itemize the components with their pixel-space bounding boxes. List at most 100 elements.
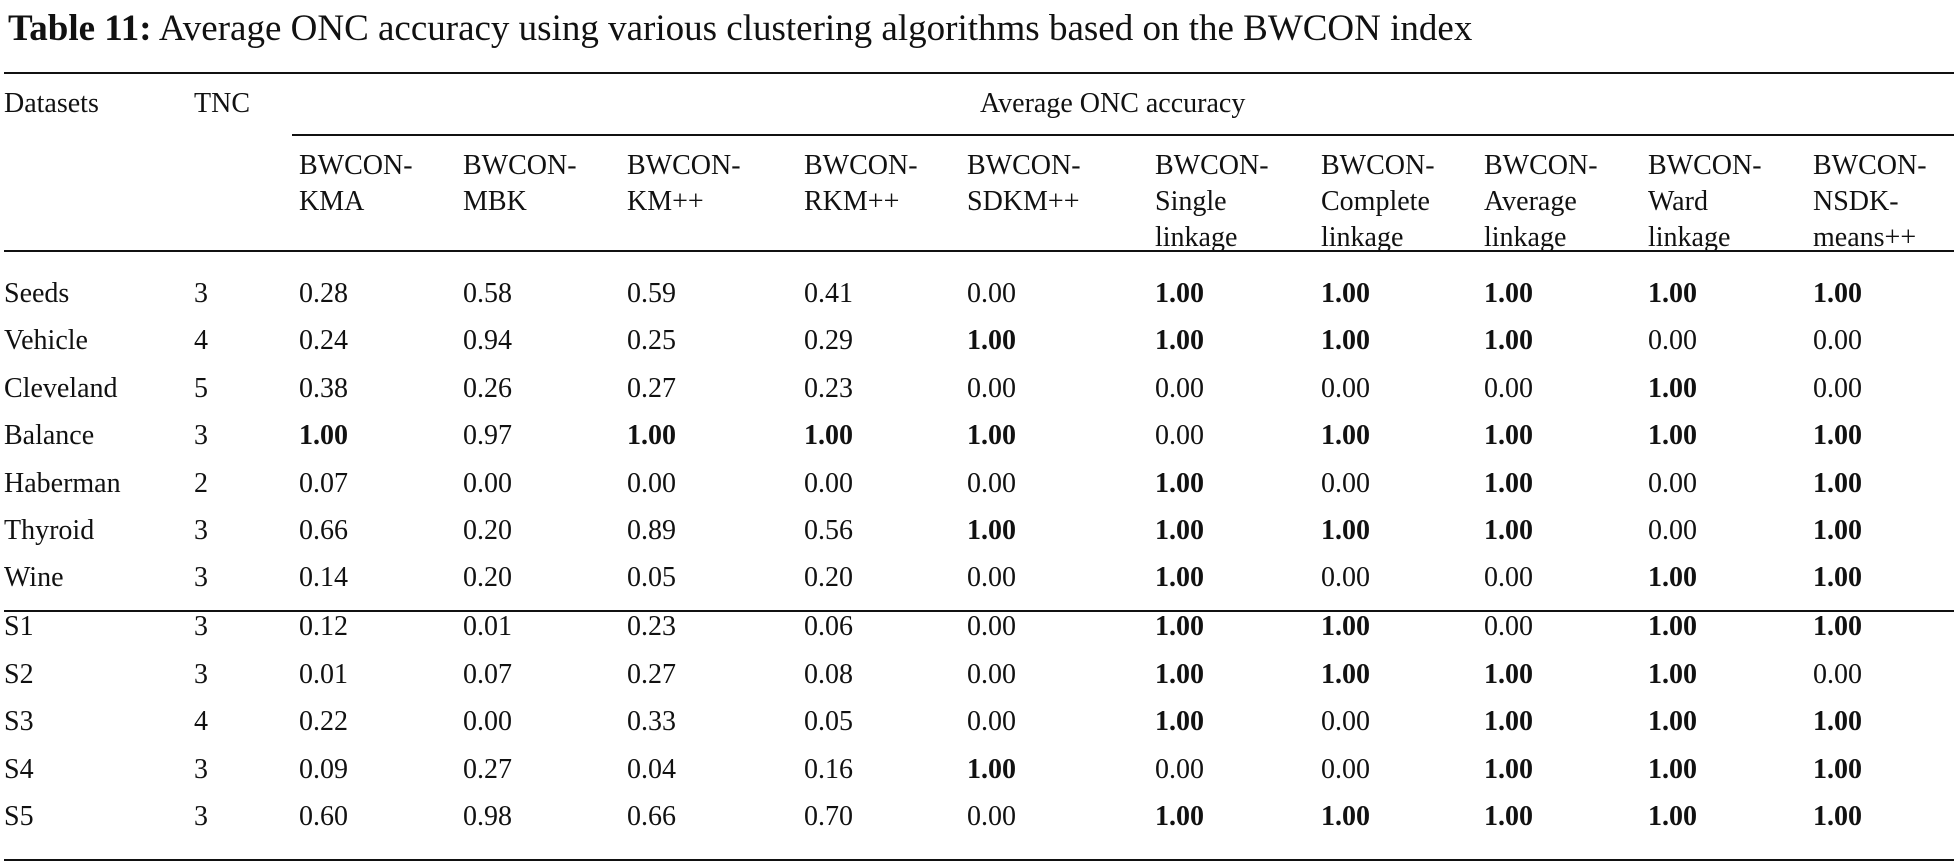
dataset-name: Vehicle	[4, 325, 88, 356]
accuracy-value: 0.00	[1321, 706, 1370, 737]
dataset-name: S4	[4, 754, 34, 785]
accuracy-value: 0.05	[804, 706, 853, 737]
accuracy-value: 0.27	[463, 754, 512, 785]
accuracy-value: 0.00	[804, 468, 853, 499]
accuracy-value: 0.60	[299, 801, 348, 832]
column-header: BWCON- KM++	[627, 150, 741, 217]
dataset-name: Cleveland	[4, 373, 118, 404]
accuracy-value: 1.00	[1484, 706, 1533, 737]
accuracy-value: 0.00	[463, 706, 512, 737]
group-underline	[292, 134, 1954, 136]
accuracy-value: 1.00	[1648, 373, 1697, 404]
accuracy-value: 1.00	[1484, 325, 1533, 356]
accuracy-value: 0.04	[627, 754, 676, 785]
dataset-name: Balance	[4, 420, 95, 451]
tnc-value: 3	[194, 515, 208, 546]
accuracy-value: 0.00	[967, 278, 1016, 309]
column-header: BWCON- Ward linkage	[1648, 150, 1762, 253]
header-rule	[4, 250, 1954, 252]
accuracy-value: 0.00	[1648, 468, 1697, 499]
accuracy-value: 1.00	[1484, 801, 1533, 832]
accuracy-value: 0.56	[804, 515, 853, 546]
accuracy-value: 1.00	[967, 325, 1016, 356]
accuracy-value: 1.00	[1648, 562, 1697, 593]
accuracy-value: 1.00	[1648, 611, 1697, 642]
accuracy-value: 0.00	[1321, 373, 1370, 404]
header-tnc: TNC	[194, 88, 250, 119]
dataset-name: S3	[4, 706, 34, 737]
tnc-value: 3	[194, 420, 208, 451]
tnc-value: 3	[194, 611, 208, 642]
tnc-value: 3	[194, 278, 208, 309]
accuracy-value: 1.00	[1484, 754, 1533, 785]
header-group: Average ONC accuracy	[980, 88, 1246, 119]
column-header: BWCON- Average linkage	[1484, 150, 1598, 253]
accuracy-value: 0.00	[463, 468, 512, 499]
accuracy-value: 1.00	[1321, 278, 1370, 309]
column-header: BWCON- MBK	[463, 150, 577, 217]
accuracy-value: 0.12	[299, 611, 348, 642]
accuracy-value: 0.23	[804, 373, 853, 404]
column-header: BWCON- RKM++	[804, 150, 918, 217]
tnc-value: 2	[194, 468, 208, 499]
accuracy-value: 0.26	[463, 373, 512, 404]
accuracy-value: 1.00	[1648, 706, 1697, 737]
accuracy-value: 0.20	[804, 562, 853, 593]
accuracy-value: 1.00	[1484, 468, 1533, 499]
accuracy-value: 1.00	[1155, 611, 1204, 642]
accuracy-value: 0.00	[1813, 373, 1862, 404]
accuracy-value: 0.00	[967, 468, 1016, 499]
accuracy-value: 0.89	[627, 515, 676, 546]
accuracy-value: 1.00	[1813, 278, 1862, 309]
accuracy-value: 0.59	[627, 278, 676, 309]
accuracy-value: 1.00	[1484, 659, 1533, 690]
accuracy-value: 0.00	[967, 373, 1016, 404]
accuracy-value: 0.94	[463, 325, 512, 356]
accuracy-value: 1.00	[1155, 325, 1204, 356]
accuracy-value: 0.06	[804, 611, 853, 642]
accuracy-value: 0.00	[1813, 659, 1862, 690]
accuracy-value: 1.00	[1155, 278, 1204, 309]
accuracy-value: 0.70	[804, 801, 853, 832]
tnc-value: 3	[194, 562, 208, 593]
accuracy-value: 0.00	[627, 468, 676, 499]
accuracy-value: 0.01	[299, 659, 348, 690]
accuracy-value: 1.00	[1813, 706, 1862, 737]
accuracy-value: 0.00	[1155, 373, 1204, 404]
accuracy-value: 0.20	[463, 562, 512, 593]
tnc-value: 5	[194, 373, 208, 404]
top-rule	[4, 72, 1954, 74]
accuracy-value: 1.00	[299, 420, 348, 451]
column-header: BWCON- NSDK- means++	[1813, 150, 1927, 253]
accuracy-value: 1.00	[967, 754, 1016, 785]
accuracy-value: 1.00	[1813, 468, 1862, 499]
accuracy-value: 0.98	[463, 801, 512, 832]
accuracy-value: 0.33	[627, 706, 676, 737]
accuracy-value: 0.00	[967, 706, 1016, 737]
column-header: BWCON- Complete linkage	[1321, 150, 1435, 253]
accuracy-value: 1.00	[1155, 801, 1204, 832]
accuracy-value: 1.00	[1813, 611, 1862, 642]
accuracy-value: 1.00	[1648, 278, 1697, 309]
accuracy-value: 1.00	[1648, 420, 1697, 451]
tnc-value: 4	[194, 325, 208, 356]
tnc-value: 4	[194, 706, 208, 737]
accuracy-value: 0.41	[804, 278, 853, 309]
accuracy-value: 0.00	[1484, 611, 1533, 642]
accuracy-value: 1.00	[1321, 515, 1370, 546]
accuracy-value: 0.66	[299, 515, 348, 546]
accuracy-value: 0.00	[1813, 325, 1862, 356]
accuracy-value: 0.00	[1155, 754, 1204, 785]
table-title: Average ONC accuracy using various clust…	[158, 8, 1473, 49]
accuracy-value: 0.07	[299, 468, 348, 499]
accuracy-value: 1.00	[1813, 754, 1862, 785]
accuracy-value: 1.00	[1484, 515, 1533, 546]
accuracy-value: 0.00	[1484, 562, 1533, 593]
dataset-name: S5	[4, 801, 34, 832]
accuracy-value: 0.09	[299, 754, 348, 785]
bottom-rule	[4, 859, 1954, 861]
accuracy-value: 0.00	[967, 562, 1016, 593]
accuracy-value: 0.97	[463, 420, 512, 451]
accuracy-value: 1.00	[1484, 278, 1533, 309]
accuracy-value: 1.00	[627, 420, 676, 451]
